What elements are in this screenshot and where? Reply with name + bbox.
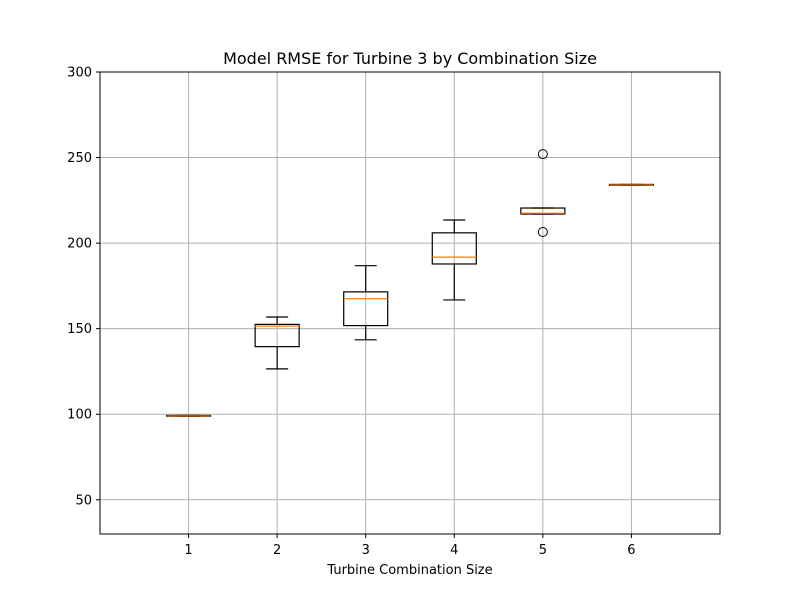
ticks: 1 2 3 4 5 6 50 100 150 200 250 300 — [67, 66, 635, 559]
y-tick-label: 100 — [67, 408, 92, 423]
box-category-1 — [165, 414, 212, 417]
x-tick-label: 1 — [184, 543, 192, 558]
x-axis-label: Turbine Combination Size — [326, 563, 492, 578]
x-tick-label: 2 — [273, 543, 281, 558]
outlier-point — [537, 149, 548, 160]
y-tick-label: 50 — [75, 493, 92, 508]
plot-frame — [99, 71, 721, 535]
box-category-6 — [608, 183, 655, 186]
y-tick-label: 150 — [67, 322, 92, 337]
box-category-2 — [254, 316, 300, 370]
box-category-4 — [431, 219, 477, 301]
chart-title: Model RMSE for Turbine 3 by Combination … — [223, 49, 597, 68]
iqr-box — [520, 207, 566, 215]
box-category-3 — [343, 265, 389, 341]
y-tick-label: 250 — [67, 151, 92, 166]
x-tick-label: 4 — [450, 543, 458, 558]
iqr-box — [431, 232, 477, 265]
box-category-5 — [520, 149, 566, 237]
y-tick-label: 300 — [67, 66, 92, 81]
y-tick-label: 200 — [67, 237, 92, 252]
outlier-point — [537, 226, 548, 237]
iqr-box — [343, 291, 389, 327]
boxes — [165, 149, 655, 417]
x-tick-label: 3 — [362, 543, 370, 558]
x-tick-label: 5 — [539, 543, 547, 558]
x-tick-label: 6 — [627, 543, 635, 558]
iqr-box — [254, 323, 300, 348]
